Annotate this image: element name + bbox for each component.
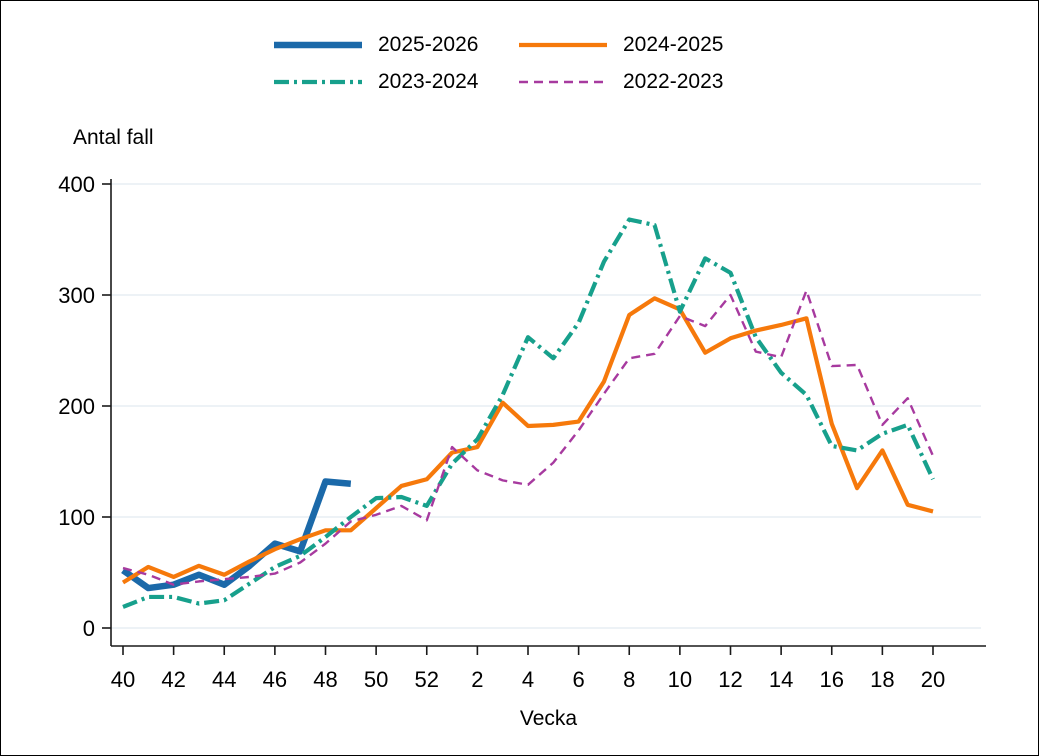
x-axis-title: Vecka [519, 707, 578, 730]
legend-item-2024-2025: 2024-2025 [519, 32, 723, 58]
x-tick-label-16: 16 [820, 667, 844, 692]
x-tick-label-18: 18 [870, 667, 894, 692]
y-tick-label-400: 400 [58, 172, 95, 197]
x-tick-label-20: 20 [921, 667, 945, 692]
x-tick-label-52: 52 [415, 667, 439, 692]
x-tick-label-14: 14 [769, 667, 793, 692]
chart-legend: 2025-2026 2024-2025 2023-2024 2022-2023 [1, 1, 1038, 111]
y-tick-label-300: 300 [58, 283, 95, 308]
legend-item-2025-2026: 2025-2026 [274, 32, 478, 58]
y-tick-label-0: 0 [83, 616, 95, 641]
legend-item-2023-2024: 2023-2024 [274, 69, 478, 95]
legend-label-2023-2024: 2023-2024 [378, 70, 479, 93]
x-tick-label-44: 44 [212, 667, 236, 692]
legend-label-2024-2025: 2024-2025 [623, 33, 724, 56]
x-tick-label-46: 46 [263, 667, 287, 692]
y-tick-label-100: 100 [58, 505, 95, 530]
y-axis-title: Antal fall [73, 126, 154, 149]
series-line-2024-2025 [121, 296, 934, 585]
legend-label-2025-2026: 2025-2026 [378, 33, 479, 56]
legend-swatch-2024-2025 [519, 42, 607, 48]
legend-swatch-2023-2024 [274, 79, 362, 85]
x-tick-label-42: 42 [161, 667, 185, 692]
x-tick-label-6: 6 [573, 667, 585, 692]
x-tick-label-8: 8 [623, 667, 635, 692]
x-tick-label-2: 2 [471, 667, 483, 692]
x-tick-label-12: 12 [718, 667, 742, 692]
legend-swatch-2025-2026 [274, 41, 362, 49]
series-line-2025-2026 [121, 478, 352, 592]
x-tick-label-10: 10 [668, 667, 692, 692]
series-line-2022-2023 [122, 289, 935, 586]
legend-item-2022-2023: 2022-2023 [519, 69, 723, 95]
y-tick-label-200: 200 [58, 394, 95, 419]
x-tick-label-4: 4 [522, 667, 534, 692]
x-tick-label-50: 50 [364, 667, 388, 692]
legend-label-2022-2023: 2022-2023 [623, 70, 724, 93]
series-line-2023-2024 [122, 217, 935, 609]
x-tick-label-48: 48 [313, 667, 337, 692]
x-tick-label-40: 40 [111, 667, 135, 692]
